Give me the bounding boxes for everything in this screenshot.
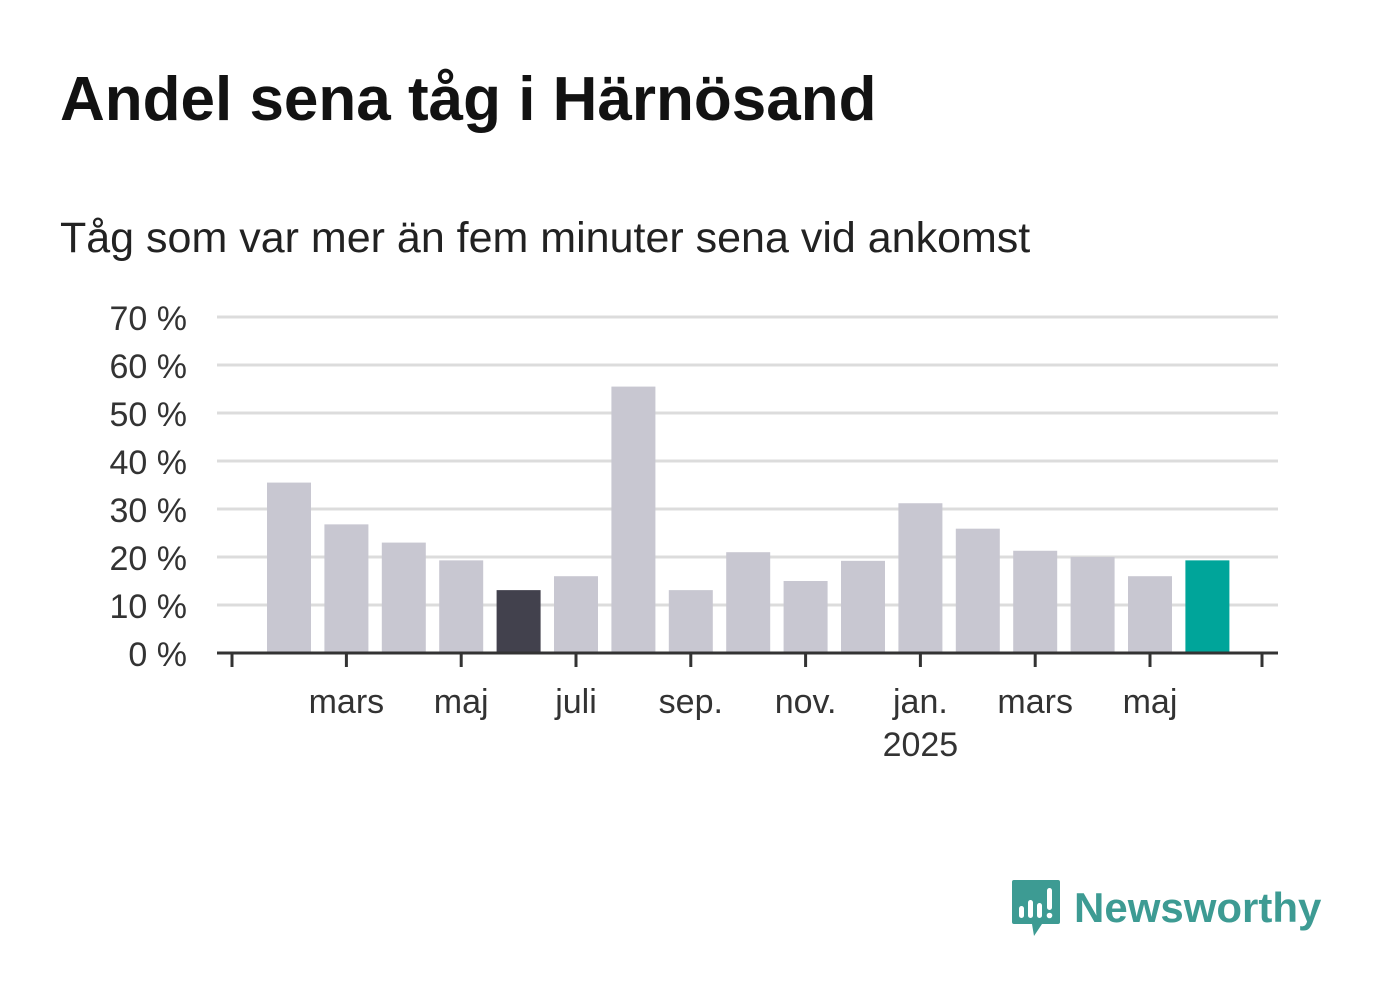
bar — [726, 552, 771, 653]
newsworthy-logo: Newsworthy — [1010, 878, 1321, 938]
y-tick-label: 50 % — [110, 396, 188, 434]
chart-title: Andel sena tåg i Härnösand — [60, 65, 877, 134]
bar — [554, 576, 598, 653]
bar — [898, 503, 943, 653]
bar — [267, 482, 311, 653]
bar — [841, 560, 885, 653]
y-tick-label: 30 % — [110, 492, 188, 530]
bar — [324, 524, 369, 653]
x-tick-label: maj — [434, 683, 489, 721]
x-axis: mars maj juli sep. nov. jan. 2025 mars maj — [217, 651, 1278, 764]
bar — [668, 590, 713, 653]
newsworthy-chart-bubble-icon — [1012, 880, 1060, 936]
x-tick-label: juli — [554, 683, 597, 721]
bar — [783, 581, 828, 653]
y-axis-tick-labels: 0 % 10 % 20 % 30 % 40 % 50 % 60 % 70 % — [110, 300, 188, 674]
x-tick-label: mars — [997, 683, 1073, 721]
x-tick-label: nov. — [775, 683, 837, 721]
y-tick-label: 60 % — [110, 348, 188, 386]
bar — [439, 560, 484, 653]
x-tick-label: jan. — [892, 683, 948, 721]
newsworthy-wordmark: Newsworthy — [1074, 884, 1322, 931]
bars — [267, 386, 1230, 653]
x-tick-label: sep. — [659, 683, 723, 721]
y-tick-label: 70 % — [110, 300, 188, 338]
x-tick-year-label: 2025 — [883, 726, 959, 764]
y-tick-label: 0 % — [128, 636, 187, 674]
bar — [1128, 576, 1172, 653]
bar — [1070, 557, 1115, 653]
y-tick-label: 20 % — [110, 540, 188, 578]
x-tick-label: mars — [309, 683, 385, 721]
bar — [1185, 560, 1230, 653]
bar-chart: 0 % 10 % 20 % 30 % 40 % 50 % 60 % 70 % mars maj j… — [110, 300, 1278, 764]
bar — [381, 542, 426, 653]
bar — [496, 590, 541, 653]
chart-subtitle: Tåg som var mer än fem minuter sena vid … — [60, 214, 1031, 262]
bar — [1013, 550, 1058, 653]
y-tick-label: 10 % — [110, 588, 188, 626]
bar — [955, 528, 1000, 653]
x-tick-label: maj — [1123, 683, 1178, 721]
y-tick-label: 40 % — [110, 444, 188, 482]
bar — [611, 386, 656, 653]
